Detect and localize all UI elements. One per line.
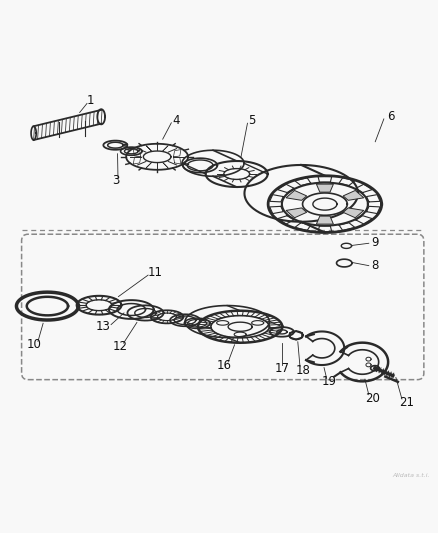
Polygon shape: [343, 190, 363, 200]
Text: 1: 1: [86, 94, 94, 107]
Text: 21: 21: [398, 395, 413, 408]
Text: 9: 9: [371, 236, 378, 249]
Text: 10: 10: [26, 338, 41, 351]
Text: 11: 11: [147, 265, 162, 279]
Text: 20: 20: [364, 392, 379, 405]
Text: 8: 8: [371, 259, 378, 272]
Polygon shape: [316, 216, 332, 224]
Polygon shape: [286, 190, 306, 200]
Text: 18: 18: [295, 364, 310, 377]
Text: Alldata s.t.i.: Alldata s.t.i.: [392, 473, 429, 478]
Text: 19: 19: [321, 375, 336, 389]
Polygon shape: [343, 208, 363, 218]
Text: 16: 16: [216, 359, 231, 372]
Text: 12: 12: [112, 341, 127, 353]
Text: 17: 17: [274, 361, 289, 375]
Polygon shape: [286, 208, 306, 218]
Text: 5: 5: [247, 114, 255, 127]
Text: 6: 6: [386, 110, 394, 123]
Text: 4: 4: [172, 114, 180, 127]
Text: 13: 13: [95, 320, 110, 333]
Text: 3: 3: [112, 174, 120, 187]
Polygon shape: [316, 184, 332, 192]
